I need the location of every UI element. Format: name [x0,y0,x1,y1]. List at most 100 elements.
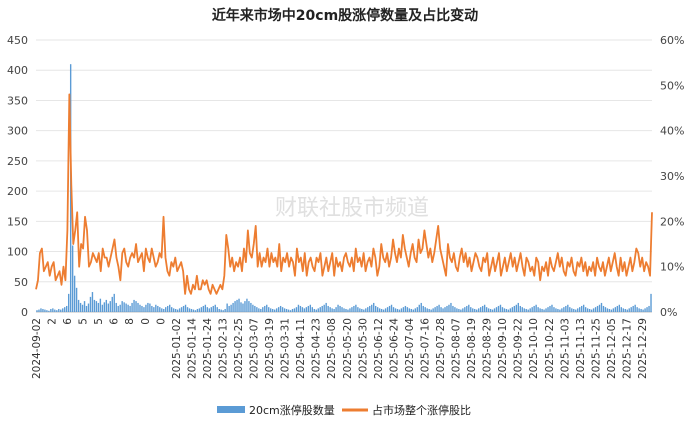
bar [266,304,268,312]
bar [378,308,381,312]
bar [66,305,68,312]
left-tick-label: 300 [7,125,28,138]
bar [204,304,207,312]
bar [303,308,306,312]
bar [210,307,212,312]
bar [509,308,512,312]
bar [230,304,232,312]
right-tick-label: 0% [660,306,677,319]
left-tick-label: 250 [7,155,28,168]
bar [559,309,561,312]
left-tick-label: 150 [7,215,28,228]
bar [460,309,462,312]
bar [44,309,46,312]
bar [367,307,369,312]
bar-series [36,64,652,313]
bar [97,302,100,312]
bar [58,308,60,312]
bar [232,302,234,312]
bar [644,308,646,312]
bar [553,307,555,312]
bar [404,305,407,312]
bar [155,304,157,312]
bar [386,307,389,312]
bar [339,305,341,312]
bar [634,304,636,312]
bar [192,309,195,312]
x-tick-label: 2025-06-12 [373,318,385,379]
x-tick-label: 2025-05-20 [342,318,354,379]
bar [414,308,416,312]
x-tick-label: 2025-11-13 [575,318,587,379]
bar [355,304,357,312]
bar [416,307,418,312]
bar [190,308,193,312]
bar [472,308,474,312]
bar [410,308,413,312]
bar [608,308,611,312]
bar [535,304,537,312]
bar [38,309,40,312]
bar [260,308,262,312]
bar [537,307,539,312]
chart-title: 近年来市场中20cm股涨停数量及占比变动 [212,7,478,24]
bar [382,309,385,312]
left-tick-label: 350 [7,94,28,107]
bar [107,303,109,312]
bar [313,308,315,312]
right-tick-label: 10% [660,261,684,274]
x-tick-label: 2025-10-10 [528,318,540,379]
bar [361,308,363,312]
bar [523,308,525,312]
bar [402,307,405,312]
bar [121,301,123,312]
bar [376,307,379,312]
bar [406,307,409,312]
bar [590,309,593,312]
bar [505,308,508,312]
bar [275,308,278,312]
bar [163,308,165,312]
x-tick-label: 0 [140,318,152,325]
x-tick-label: 2025-09-10 [497,318,509,379]
bar [398,309,401,312]
bar [93,299,96,312]
bar [273,309,276,312]
legend: 20cm涨停股数量 占市场整个涨停股比 [217,403,471,417]
bar [620,307,622,312]
bar [357,307,359,312]
bar [501,307,504,312]
bar [596,305,599,312]
bar [325,302,327,312]
bar [299,305,302,312]
bar [396,308,399,312]
bar [375,305,377,312]
bar [531,307,533,312]
bar [75,287,78,312]
bar [365,308,367,312]
bar [452,305,454,312]
bar [242,303,244,312]
x-tick-label: 0 [155,318,167,325]
bar [503,308,506,312]
x-tick-label: 2025-05-08 [326,318,338,379]
bar [301,307,304,312]
bar [101,304,104,312]
x-tick-label: 2025-04-23 [311,318,323,379]
bar [333,308,335,312]
bar [180,307,183,312]
bar [456,308,458,312]
bar [157,305,159,312]
bar [226,303,228,312]
bar [489,308,492,312]
bar [485,307,488,312]
bar [430,309,432,312]
x-tick-label: 2025-03-19 [264,318,276,379]
bar [81,304,84,312]
bar [129,305,131,312]
bar [200,307,203,312]
bar [422,305,424,312]
bar [149,303,151,312]
bar [444,307,446,312]
legend-line-label: 占市场整个涨停股比 [372,403,471,417]
